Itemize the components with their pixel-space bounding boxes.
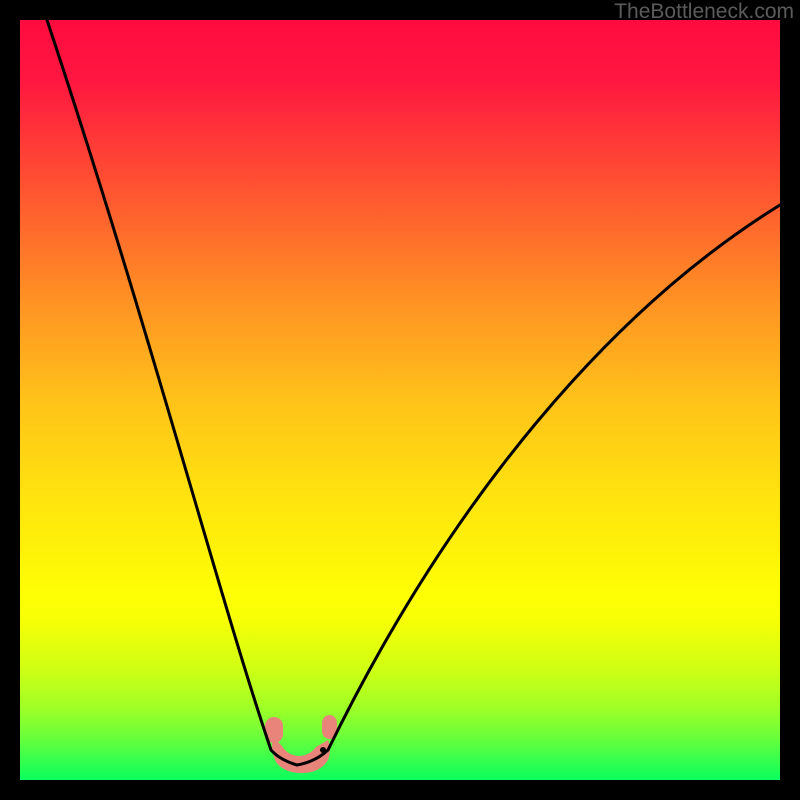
curve-layer [20, 20, 780, 780]
plot-area [20, 20, 780, 780]
marker-dot [320, 747, 326, 753]
chart-frame: TheBottleneck.com [0, 0, 800, 800]
attribution-label: TheBottleneck.com [614, 0, 794, 24]
bottleneck-curve [47, 20, 780, 765]
